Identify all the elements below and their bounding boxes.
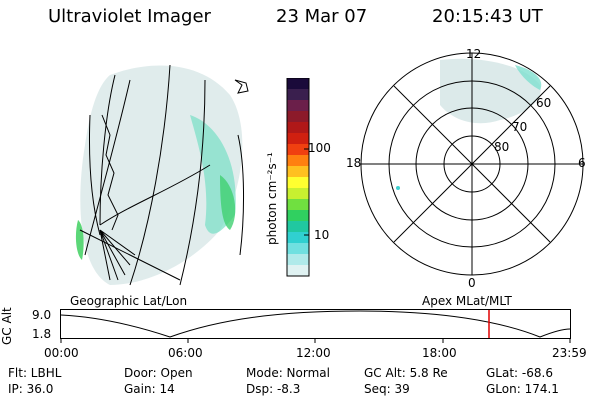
colorbar-band: [287, 265, 309, 277]
timeline-ytick-high: 9.0: [32, 308, 52, 322]
timeline-xtick-2359: 23:59: [552, 346, 587, 360]
colorbar-band: [287, 221, 309, 233]
colorbar-band: [287, 199, 309, 211]
instrument-title: Ultraviolet Imager: [48, 6, 211, 27]
status-glon: GLon: 174.1: [486, 382, 559, 396]
colorbar-band: [287, 122, 309, 134]
colorbar-unit-label: photon cm⁻²s⁻¹: [265, 152, 279, 245]
mlt-label-18: 18: [346, 156, 362, 170]
lat-label-80: 80: [494, 140, 510, 154]
status-glat: GLat: -68.6: [486, 366, 553, 380]
colorbar-band: [287, 100, 309, 112]
colorbar-band: [287, 155, 309, 167]
header-date: 23 Mar 07: [276, 6, 368, 27]
geographic-map: [75, 64, 249, 286]
timeline-xtick-1200: 12:00: [296, 346, 331, 360]
colorbar-band: [287, 243, 309, 255]
mlt-label-12: 12: [466, 47, 482, 61]
colorbar-tick-100: 100: [308, 141, 331, 155]
timeline-xtick-0000: 00:00: [44, 346, 79, 360]
status-ip: IP: 36.0: [8, 382, 54, 396]
colorbar-band: [287, 210, 309, 222]
colorbar-band: [287, 78, 309, 90]
status-mode: Mode: Normal: [246, 366, 330, 380]
timeline-ytick-low: 1.8: [32, 327, 52, 341]
colorbar-tick-10: 10: [314, 228, 330, 242]
timeline-xtick-1800: 18:00: [422, 346, 457, 360]
colorbar-band: [287, 177, 309, 189]
colorbar-band: [287, 111, 309, 123]
colorbar-band: [287, 166, 309, 178]
status-dsp: Dsp: -8.3: [246, 382, 301, 396]
status-seq: Seq: 39: [364, 382, 410, 396]
colorbar-band: [287, 89, 309, 101]
lat-label-70: 70: [512, 120, 528, 134]
status-door: Door: Open: [124, 366, 193, 380]
polar-map: [360, 52, 584, 276]
status-gain: Gain: 14: [124, 382, 175, 396]
colorbar-band: [287, 144, 309, 156]
mlt-label-0: 0: [468, 276, 476, 290]
colorbar-band: [287, 133, 309, 145]
color-bar: [286, 78, 310, 277]
colorbar-band: [287, 188, 309, 200]
status-gc-alt: GC Alt: 5.8 Re: [364, 366, 448, 380]
status-flt: Flt: LBHL: [8, 366, 62, 380]
mlt-label-6: 6: [578, 156, 586, 170]
altitude-timeline: [60, 309, 571, 343]
apex-caption: Apex MLat/MLT: [422, 294, 512, 308]
timeline-xtick-0600: 06:00: [168, 346, 203, 360]
header-time: 20:15:43 UT: [432, 6, 543, 27]
geographic-caption: Geographic Lat/Lon: [70, 294, 188, 308]
colorbar-band: [287, 232, 309, 244]
colorbar-band: [287, 254, 309, 266]
lat-label-60: 60: [536, 96, 552, 110]
timeline-ylabel: GC Alt: [0, 307, 14, 345]
